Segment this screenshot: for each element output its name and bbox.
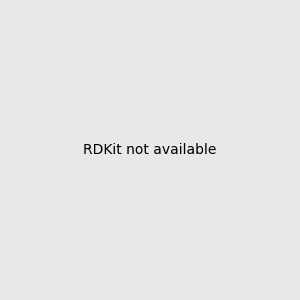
Text: RDKit not available: RDKit not available bbox=[83, 143, 217, 157]
